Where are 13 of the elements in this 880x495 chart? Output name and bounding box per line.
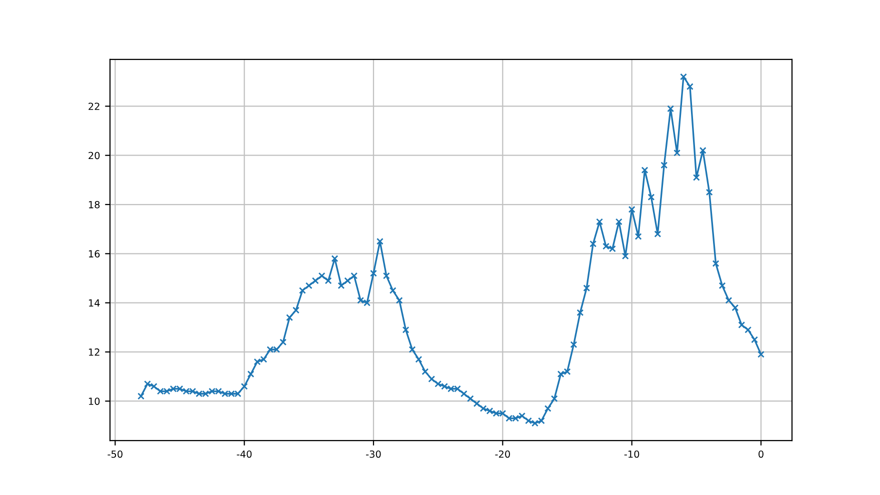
y-tick-label: 18 [88,200,100,208]
x-tick-label: -50 [108,450,122,458]
x-tick-label: -20 [495,450,510,458]
x-tick-label: -30 [366,450,381,458]
x-tick-label: 0 [758,450,764,458]
x-tick-label: -10 [624,450,640,458]
y-tick-label: 20 [88,152,100,160]
y-tick-label: 10 [88,398,100,405]
x-tick-label: -40 [236,450,252,458]
y-tick-label: 14 [88,299,100,307]
y-tick-label: 16 [88,250,100,258]
y-tick-label: 12 [88,348,100,356]
y-tick-label: 22 [88,102,100,110]
